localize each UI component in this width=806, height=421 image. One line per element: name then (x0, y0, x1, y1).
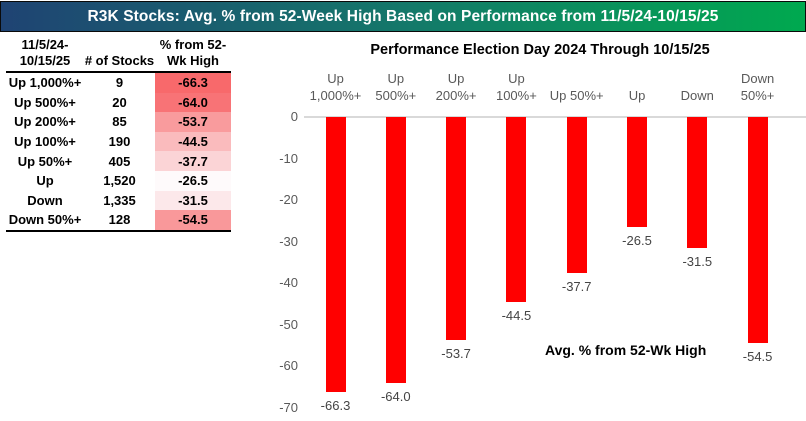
header-pct-line2: Wk High (167, 53, 219, 68)
row-label: Down 50%+ (8, 212, 82, 228)
y-axis-tick-label: -50 (279, 316, 298, 332)
bar-data-label: -53.7 (441, 346, 471, 361)
row-label: Up 1,000%+ (8, 75, 82, 91)
chart-title: Performance Election Day 2024 Through 10… (370, 42, 710, 58)
row-label: Up 200%+ (14, 114, 76, 130)
row-value: -26.5 (155, 170, 231, 191)
header-pct-from-high: % from 52- Wk High (155, 35, 231, 69)
header-num-stocks: # of Stocks (84, 53, 155, 68)
category-label: Up 100%+ (495, 71, 537, 103)
row-label: Up 50%+ (17, 153, 73, 169)
table-row: Down 1,335 -31.5 (6, 190, 231, 211)
row-count: 20 (112, 94, 127, 110)
bar (385, 117, 406, 383)
bar-data-label: -44.5 (501, 308, 532, 323)
y-axis-tick-label: 0 (290, 109, 298, 124)
row-label: Up 500%+ (14, 94, 76, 110)
row-count: 85 (112, 114, 127, 130)
header-period-line2: 10/15/25 (19, 53, 71, 68)
bar (506, 117, 527, 302)
row-label: Up 100%+ (14, 134, 76, 150)
bar-data-label: -54.5 (742, 349, 773, 364)
category-label: Up (628, 88, 646, 103)
category-label: Up 1,000%+ (309, 71, 362, 103)
bar (446, 117, 467, 340)
y-axis-tick-label: -70 (279, 399, 298, 415)
table-row: Up 50%+ 405 -37.7 (6, 151, 231, 171)
bar-data-label: -64.0 (380, 389, 411, 404)
table-row: Up 500%+ 20 -64.0 (6, 92, 231, 113)
table-row: Up 1,520 -26.5 (6, 170, 231, 191)
bar (747, 117, 768, 343)
stats-table: 11/5/24- 10/15/25 # of Stocks % from 52-… (6, 35, 231, 232)
category-label: Up 50%+ (549, 88, 604, 103)
row-count: 9 (115, 75, 124, 91)
row-value: -37.7 (155, 151, 231, 171)
y-axis-tick-label: -60 (279, 358, 298, 373)
bar-data-label: -37.7 (561, 279, 592, 294)
y-axis-tick-label: -10 (279, 150, 298, 166)
table-row: Down 50%+ 128 -54.5 (6, 210, 231, 230)
chart-axis-annotation: Avg. % from 52-Wk High (545, 342, 707, 358)
row-value: -31.5 (155, 190, 231, 211)
y-axis-tick-label: -20 (279, 192, 298, 207)
y-axis-tick-label: -40 (279, 275, 298, 290)
row-value: -54.5 (155, 210, 231, 230)
row-count: 405 (108, 153, 131, 169)
page-title: R3K Stocks: Avg. % from 52-Week High Bas… (87, 7, 719, 25)
row-value: -53.7 (155, 112, 231, 132)
row-label: Down (27, 192, 63, 208)
bar (627, 117, 647, 227)
category-label: Up 500%+ (375, 71, 417, 103)
table-row: Up 1,000%+ 9 -66.3 (6, 73, 231, 93)
bar-data-label: -31.5 (682, 254, 713, 269)
row-count: 1,335 (103, 192, 136, 208)
table-header: 11/5/24- 10/15/25 # of Stocks % from 52-… (6, 35, 231, 73)
bar (687, 117, 708, 248)
table-row: Up 100%+ 190 -44.5 (6, 131, 231, 152)
row-value: -44.5 (155, 131, 231, 152)
y-axis-tick-label: -30 (279, 233, 298, 249)
row-label: Up (36, 173, 54, 189)
category-label: Down 50%+ (740, 71, 775, 103)
title-bar: R3K Stocks: Avg. % from 52-Week High Bas… (0, 1, 806, 32)
row-count: 1,520 (103, 173, 136, 189)
header-period: 11/5/24- 10/15/25 (6, 35, 84, 69)
bar (566, 117, 587, 273)
table-row: Up 200%+ 85 -53.7 (6, 112, 231, 132)
x-axis-line (304, 116, 806, 118)
row-count: 128 (108, 212, 131, 228)
row-value: -64.0 (155, 92, 231, 113)
bar (325, 117, 346, 392)
category-label: Up 200%+ (435, 71, 477, 103)
bar-data-label: -66.3 (320, 398, 351, 413)
row-value: -66.3 (155, 73, 231, 93)
category-label: Down (680, 88, 714, 103)
row-count: 190 (108, 134, 131, 150)
bar-data-label: -26.5 (622, 233, 652, 248)
header-period-line1: 11/5/24- (21, 37, 69, 52)
header-pct-line1: % from 52- (159, 37, 227, 52)
